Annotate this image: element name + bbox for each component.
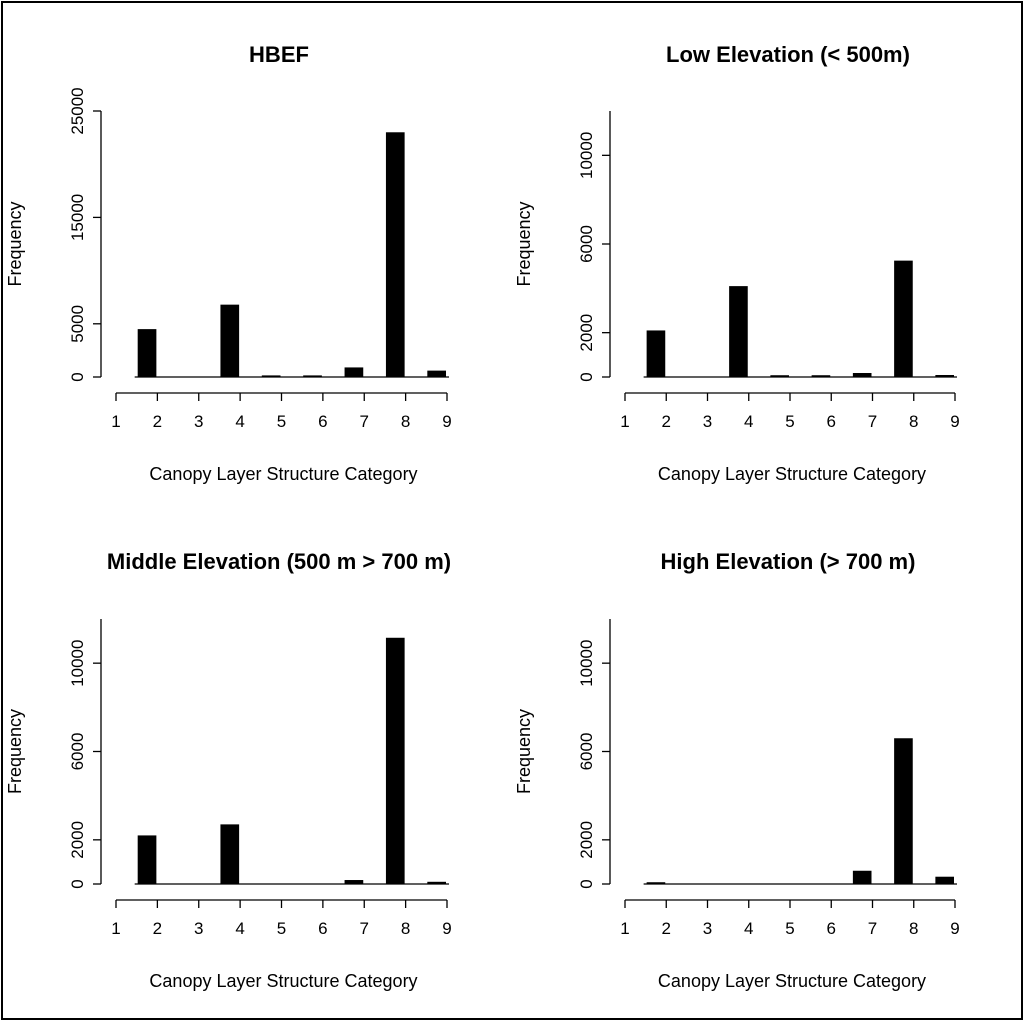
bar-7 <box>852 870 872 884</box>
x-axis-label: Canopy Layer Structure Category <box>658 971 926 991</box>
y-tick-label: 2000 <box>577 314 596 352</box>
x-tick-label: 3 <box>194 412 203 431</box>
bar-7 <box>852 373 872 377</box>
y-tick-label: 6000 <box>577 733 596 771</box>
bar-4 <box>220 824 240 884</box>
x-tick-label: 2 <box>662 412 671 431</box>
y-tick-label: 10000 <box>577 132 596 179</box>
y-tick-label: 10000 <box>577 640 596 687</box>
y-tick-label: 2000 <box>577 821 596 859</box>
panel-title: Middle Elevation (500 m > 700 m) <box>107 549 451 574</box>
x-tick-label: 1 <box>111 412 120 431</box>
panel-title: Low Elevation (< 500m) <box>666 42 910 67</box>
bar-8 <box>894 260 913 377</box>
x-tick-label: 2 <box>153 412 162 431</box>
x-tick-label: 9 <box>442 919 451 938</box>
x-tick-label: 8 <box>909 919 918 938</box>
x-tick-label: 2 <box>662 919 671 938</box>
x-tick-label: 4 <box>235 412 244 431</box>
x-axis-label: Canopy Layer Structure Category <box>658 464 926 484</box>
x-tick-label: 9 <box>950 919 959 938</box>
y-tick-label: 15000 <box>68 194 87 241</box>
x-tick-label: 4 <box>744 412 753 431</box>
x-tick-label: 9 <box>950 412 959 431</box>
x-tick-label: 1 <box>620 919 629 938</box>
x-tick-label: 2 <box>153 919 162 938</box>
bar-5 <box>261 375 281 377</box>
x-tick-label: 6 <box>827 919 836 938</box>
x-tick-label: 8 <box>909 412 918 431</box>
bar-9 <box>935 876 954 884</box>
x-tick-label: 5 <box>785 919 794 938</box>
y-tick-label: 6000 <box>577 225 596 263</box>
x-tick-label: 3 <box>703 412 712 431</box>
x-tick-label: 8 <box>401 412 410 431</box>
x-tick-label: 6 <box>318 412 327 431</box>
y-tick-label: 0 <box>68 372 87 381</box>
y-axis-label: Frequency <box>514 709 534 794</box>
bar-9 <box>427 370 446 377</box>
bar-2 <box>646 882 666 884</box>
x-tick-label: 7 <box>360 919 369 938</box>
bar-5 <box>770 375 789 377</box>
x-axis-label: Canopy Layer Structure Category <box>149 971 417 991</box>
x-tick-label: 6 <box>318 919 327 938</box>
x-tick-label: 7 <box>360 412 369 431</box>
panel-title: HBEF <box>249 42 309 67</box>
x-tick-label: 8 <box>401 919 410 938</box>
y-tick-label: 6000 <box>68 733 87 771</box>
y-axis-label: Frequency <box>5 201 25 286</box>
x-tick-label: 7 <box>868 919 877 938</box>
bar-6 <box>811 375 831 377</box>
x-tick-label: 6 <box>827 412 836 431</box>
bar-9 <box>935 375 954 377</box>
bar-2 <box>646 330 666 377</box>
x-tick-label: 5 <box>277 919 286 938</box>
panel-title: High Elevation (> 700 m) <box>661 549 916 574</box>
histogram-grid: HBEF 1 2 3 4 5 6 7 8 9 Canopy Layer Structure Cate… <box>5 42 960 991</box>
y-tick-label: 0 <box>577 879 596 888</box>
x-tick-label: 5 <box>785 412 794 431</box>
x-tick-label: 9 <box>442 412 451 431</box>
y-tick-label: 5000 <box>68 305 87 343</box>
y-tick-label: 0 <box>577 372 596 381</box>
bar-2 <box>137 835 157 884</box>
bar-2 <box>137 329 157 377</box>
bar-7 <box>344 367 364 377</box>
y-axis-label: Frequency <box>514 201 534 286</box>
y-tick-label: 25000 <box>68 87 87 134</box>
x-tick-label: 3 <box>703 919 712 938</box>
y-axis-label: Frequency <box>5 709 25 794</box>
bar-8 <box>385 132 405 377</box>
x-tick-label: 1 <box>620 412 629 431</box>
bar-7 <box>344 880 364 884</box>
x-tick-label: 5 <box>277 412 286 431</box>
x-tick-label: 4 <box>235 919 244 938</box>
x-tick-label: 3 <box>194 919 203 938</box>
x-tick-label: 7 <box>868 412 877 431</box>
bar-9 <box>427 881 446 884</box>
x-axis-label: Canopy Layer Structure Category <box>149 464 417 484</box>
x-tick-label: 4 <box>744 919 753 938</box>
y-tick-label: 0 <box>68 879 87 888</box>
y-tick-label: 10000 <box>68 640 87 687</box>
bar-4 <box>220 304 240 377</box>
bar-6 <box>303 375 322 377</box>
x-tick-label: 1 <box>111 919 120 938</box>
bar-8 <box>385 637 405 884</box>
bar-4 <box>729 286 748 377</box>
bar-8 <box>894 738 913 884</box>
y-tick-label: 2000 <box>68 821 87 859</box>
